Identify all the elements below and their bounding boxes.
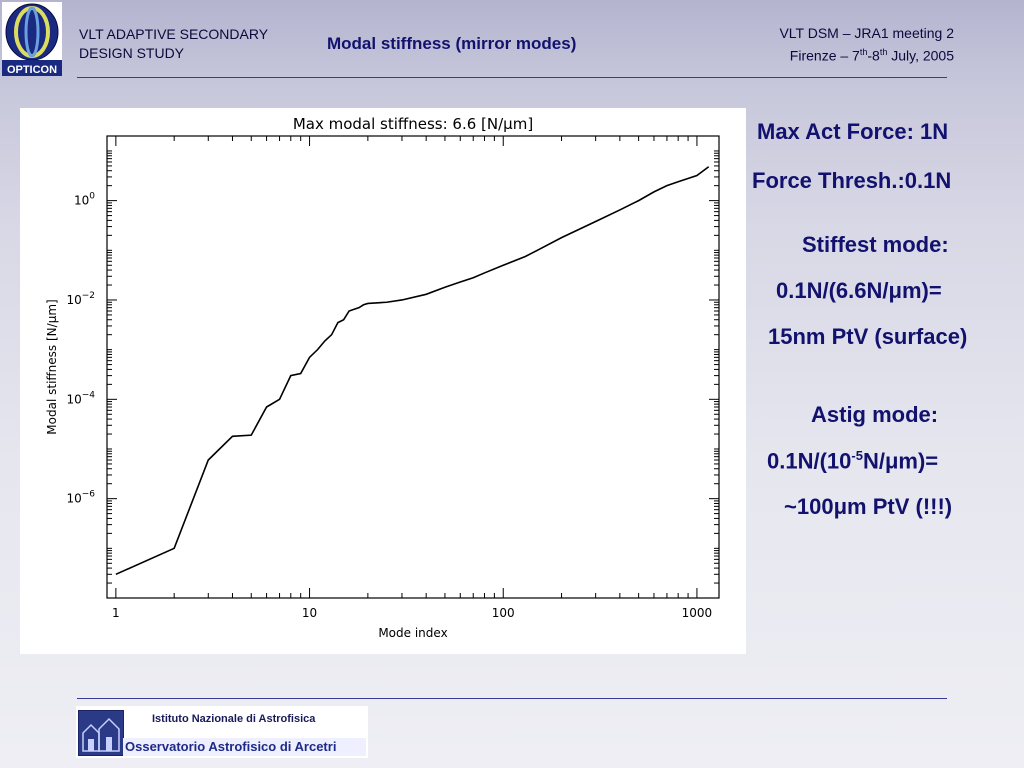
stiffest-mode-title: Stiffest mode: bbox=[802, 232, 949, 257]
opticon-logo: OPTICON bbox=[2, 2, 62, 76]
date-mid: -8 bbox=[867, 47, 880, 64]
chart-panel: Max modal stiffness: 6.6 [N/μm] Mode ind… bbox=[20, 108, 746, 654]
footer-observatory-name: Osservatorio Astrofisico di Arcetri bbox=[123, 738, 366, 756]
stiffest-calc-mu: μ bbox=[888, 278, 902, 303]
astig-mode-calc: 0.1N/(10-5N/μm)= bbox=[767, 448, 938, 474]
header-right: VLT DSM – JRA1 meeting 2 Firenze – 7th-8… bbox=[779, 24, 954, 66]
header-right-line1: VLT DSM – JRA1 meeting 2 bbox=[779, 25, 954, 41]
x-axis-label: Mode index bbox=[378, 626, 447, 640]
modal-stiffness-chart: Max modal stiffness: 6.6 [N/μm] Mode ind… bbox=[45, 115, 720, 640]
header-left-line2: DESIGN STUDY bbox=[79, 45, 185, 61]
max-force-note: Max Act Force: 1N bbox=[757, 119, 949, 144]
y-tick-label: 100 bbox=[74, 192, 95, 208]
x-tick-label: 1 bbox=[112, 606, 120, 620]
stiffest-mode-result: 15nm PtV (surface) bbox=[768, 324, 968, 349]
y-tick-label: 10−2 bbox=[66, 291, 95, 307]
y-axis-label: Modal stiffness [N/μm] bbox=[45, 299, 59, 434]
chart-title: Max modal stiffness: 6.6 [N/μm] bbox=[293, 115, 533, 133]
footer-divider bbox=[77, 698, 947, 699]
astig-result-prefix: ~100 bbox=[784, 494, 834, 519]
date-sup1: th bbox=[859, 47, 868, 57]
force-threshold-note: Force Thresh.:0.1N bbox=[752, 168, 952, 193]
stiffest-calc-prefix: 0.1N/(6.6N/ bbox=[776, 278, 889, 303]
date-suffix: July, 2005 bbox=[887, 47, 954, 64]
astig-mode-title: Astig mode: bbox=[811, 402, 939, 427]
x-tick-label: 1000 bbox=[682, 606, 713, 620]
arcetri-emblem-icon bbox=[78, 710, 124, 756]
plot-frame bbox=[106, 135, 720, 599]
footer-institute-name: Istituto Nazionale di Astrofisica bbox=[152, 713, 316, 725]
date-prefix: Firenze – 7 bbox=[789, 47, 860, 64]
date-sup2: th bbox=[879, 47, 888, 57]
astig-result-mu: μ bbox=[833, 494, 848, 519]
astig-calc-prefix: 0.1N/(10 bbox=[767, 448, 852, 474]
astig-calc-sup: -5 bbox=[851, 448, 863, 463]
stiffness-series-line bbox=[115, 166, 710, 576]
astig-mode-result: ~100μm PtV (!!!) bbox=[784, 494, 952, 520]
footer-institute-logo: Istituto Nazionale di Astrofisica Osserv… bbox=[76, 706, 368, 758]
y-tick-label: 10−6 bbox=[66, 490, 95, 506]
astig-calc-mid: N/ bbox=[862, 448, 885, 474]
astig-result-suffix: m PtV (!!!) bbox=[847, 494, 953, 519]
header-left-line1: VLT ADAPTIVE SECONDARY bbox=[79, 26, 269, 42]
x-tick-label: 100 bbox=[492, 606, 515, 620]
x-tick-label: 10 bbox=[302, 606, 317, 620]
stiffest-calc-suffix: m)= bbox=[901, 278, 942, 303]
logo-text: OPTICON bbox=[7, 64, 57, 76]
header-divider bbox=[77, 77, 947, 78]
stiffest-mode-calc: 0.1N/(6.6N/μm)= bbox=[776, 278, 942, 304]
header-right-line2: Firenze – 7th-8th July, 2005 bbox=[779, 43, 954, 66]
astig-calc-mu: μ bbox=[884, 448, 899, 474]
y-tick-label: 10−4 bbox=[66, 390, 95, 406]
page-title: Modal stiffness (mirror modes) bbox=[327, 34, 577, 53]
astig-calc-suffix: m)= bbox=[898, 448, 939, 474]
header-left: VLT ADAPTIVE SECONDARY DESIGN STUDY bbox=[79, 25, 268, 63]
